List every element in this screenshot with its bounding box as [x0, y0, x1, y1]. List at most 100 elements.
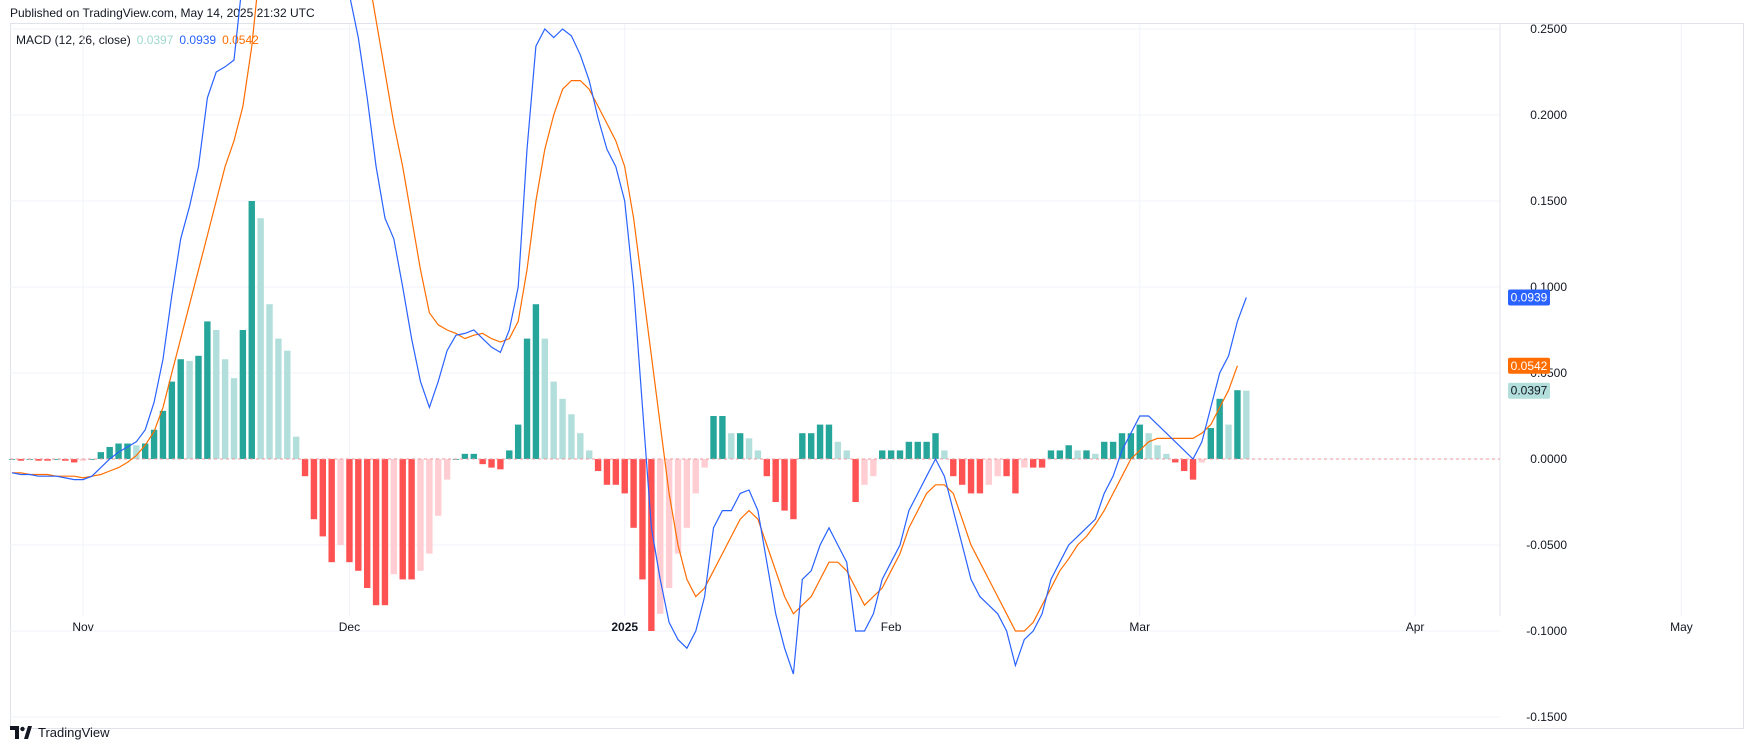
histogram-bar — [284, 350, 291, 459]
histogram-bar — [62, 459, 69, 461]
histogram-bar — [355, 459, 362, 571]
histogram-bar — [124, 443, 131, 459]
y-tick-label: -0.1500 — [1526, 710, 1567, 724]
histogram-bar — [239, 330, 247, 459]
price-tags: 0.0939 0.0542 0.0397 — [1508, 289, 1550, 399]
histogram-bar — [683, 459, 691, 528]
histogram-bar — [177, 359, 184, 459]
histogram-bar — [1065, 445, 1072, 459]
histogram-bar — [816, 424, 824, 459]
histogram-bar — [879, 450, 886, 459]
x-tick-label: Nov — [72, 620, 93, 634]
histogram-bar — [790, 459, 797, 520]
y-tick-label: -0.0500 — [1526, 538, 1567, 552]
histogram-bar — [435, 459, 442, 516]
histogram-bar — [426, 459, 433, 554]
histogram-bar — [1163, 453, 1170, 459]
histogram-bar — [799, 433, 806, 459]
histogram-bar — [950, 459, 957, 477]
histogram-bar — [417, 459, 424, 571]
histogram-bar — [1127, 433, 1135, 459]
histogram-bar — [621, 459, 628, 494]
histogram-bar — [53, 459, 60, 460]
histogram-bar — [701, 459, 708, 468]
price-tag-box — [1508, 357, 1550, 374]
histogram-bar — [825, 424, 833, 459]
histogram-bar — [1003, 459, 1010, 477]
histogram-bar — [719, 416, 726, 459]
macd-line — [11, 0, 1247, 675]
histogram-bar — [390, 459, 398, 575]
histogram-bar — [541, 338, 548, 459]
histogram-bar — [230, 378, 238, 459]
histogram-bar — [1243, 390, 1250, 459]
signal-line — [12, 0, 1238, 632]
histogram-bar — [923, 441, 930, 459]
histogram-bar — [319, 459, 326, 537]
histogram-bar — [523, 338, 531, 459]
histogram-bar — [568, 414, 575, 459]
histogram-bar — [310, 459, 318, 520]
x-tick-label: Feb — [881, 620, 902, 634]
histogram-bar — [648, 459, 655, 631]
histogram-bar — [745, 438, 753, 459]
histogram-bar — [994, 459, 1001, 477]
y-tick-label: 0.1500 — [1530, 194, 1567, 208]
histogram-bar — [337, 459, 344, 545]
histogram-bar — [639, 459, 646, 580]
histogram-bar — [35, 459, 42, 461]
histogram-bar — [559, 398, 566, 459]
footer-brand[interactable]: TradingView — [10, 725, 110, 740]
histogram-bar — [896, 450, 904, 459]
price-tag-label: 0.0397 — [1511, 384, 1548, 398]
histogram-bar — [399, 459, 406, 580]
price-tag-label: 0.0939 — [1511, 290, 1548, 304]
histogram-bar — [1056, 450, 1064, 459]
histogram-bar — [932, 433, 939, 459]
histogram-bar — [248, 201, 255, 459]
histogram-bar — [976, 459, 984, 494]
histogram-bars — [8, 201, 1250, 631]
histogram-bar — [870, 459, 877, 477]
histogram-bar — [186, 360, 193, 459]
histogram-bar — [1109, 441, 1117, 459]
indicator-legend[interactable]: MACD (12, 26, close) 0.0397 0.0939 0.054… — [16, 33, 259, 47]
histogram-bar — [204, 321, 211, 459]
histogram-bar — [1225, 424, 1232, 459]
histogram-bar — [470, 453, 477, 459]
histogram-bar — [914, 441, 921, 459]
histogram-bar — [381, 459, 389, 606]
legend-macd-value: 0.0939 — [179, 33, 217, 47]
chart-pane[interactable] — [10, 23, 1744, 729]
histogram-bar — [1083, 450, 1090, 459]
histogram-bar — [1092, 453, 1099, 459]
price-tag-box — [1508, 289, 1550, 306]
histogram-bar — [1145, 433, 1152, 459]
histogram-bar — [586, 450, 593, 459]
histogram-bar — [497, 459, 504, 470]
histogram-bar — [79, 459, 87, 461]
histogram-bar — [532, 304, 540, 459]
histogram-bar — [1136, 424, 1143, 459]
histogram-bar — [843, 450, 850, 459]
histogram-bar — [364, 459, 371, 588]
histogram-bar — [603, 459, 611, 485]
histogram-bar — [275, 338, 282, 459]
histogram-bar — [479, 459, 486, 465]
histogram-bar — [97, 452, 104, 459]
histogram-bar — [514, 424, 522, 459]
histogram-bar — [772, 459, 779, 502]
histogram-bar — [301, 459, 309, 477]
histogram-bar — [1030, 459, 1037, 468]
histogram-bar — [1180, 459, 1188, 472]
histogram-bar — [1207, 428, 1214, 459]
y-tick-label: 0.2000 — [1530, 108, 1567, 122]
histogram-bar — [1074, 450, 1081, 459]
histogram-bar — [736, 433, 744, 459]
histogram-bar — [159, 410, 167, 459]
histogram-bar — [630, 459, 637, 528]
x-tick-label: Apr — [1406, 620, 1425, 634]
histogram-bar — [887, 450, 895, 459]
histogram-bar — [133, 445, 140, 459]
